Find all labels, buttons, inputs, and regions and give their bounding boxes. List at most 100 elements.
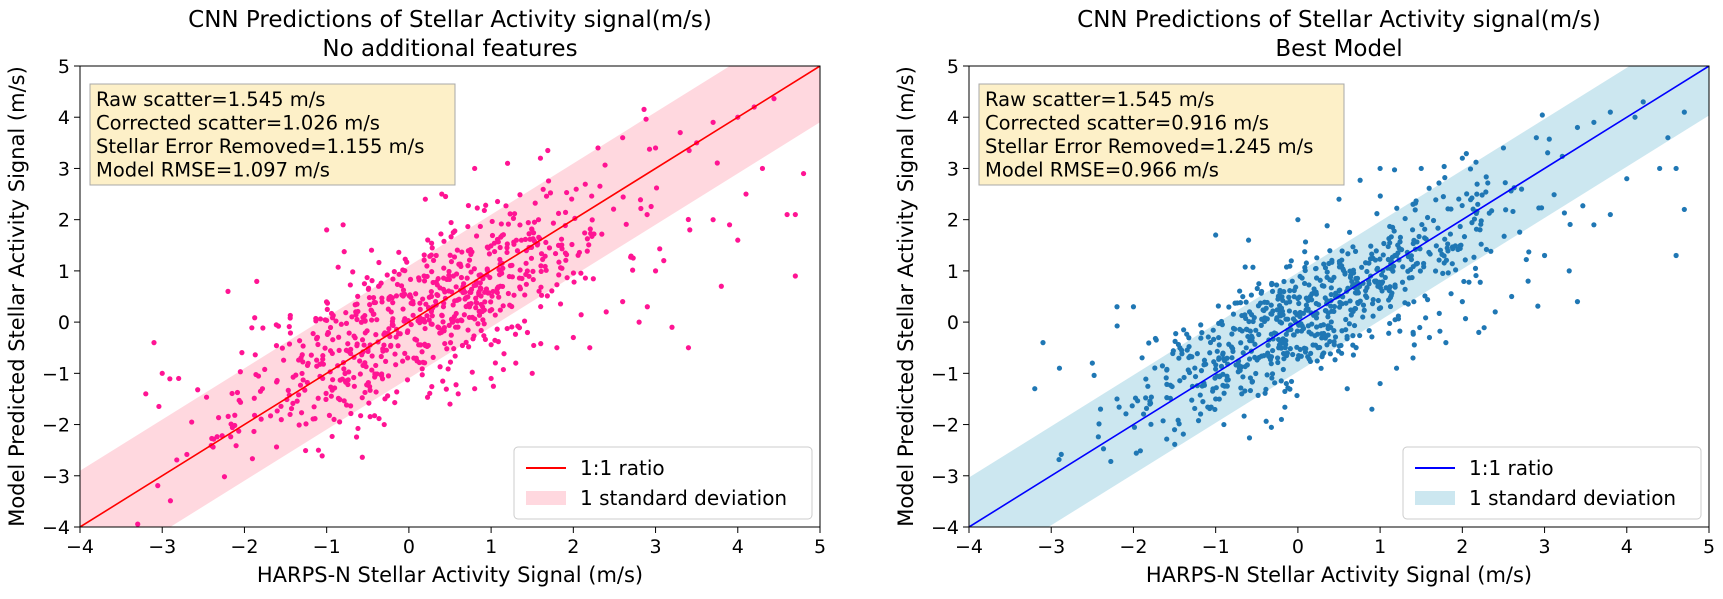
scatter-point xyxy=(407,276,414,283)
scatter-point xyxy=(623,221,629,227)
scatter-point xyxy=(1281,356,1287,362)
scatter-point xyxy=(343,347,349,353)
scatter-point xyxy=(351,333,357,339)
scatter-point xyxy=(513,360,519,366)
scatter-point xyxy=(1503,207,1509,213)
scatter-point xyxy=(229,390,235,397)
scatter-point xyxy=(1143,395,1149,401)
scatter-point xyxy=(1390,268,1396,274)
scatter-point xyxy=(395,331,402,337)
scatter-point xyxy=(439,312,445,318)
stats-line: Corrected scatter=1.026 m/s xyxy=(96,112,380,135)
scatter-point xyxy=(1282,345,1288,351)
scatter-point xyxy=(784,211,790,218)
scatter-point xyxy=(1492,309,1498,315)
scatter-point xyxy=(225,288,231,294)
scatter-point xyxy=(467,247,474,253)
scatter-point xyxy=(1282,404,1288,410)
scatter-point xyxy=(454,247,460,253)
scatter-point xyxy=(1250,264,1256,270)
scatter-point xyxy=(1308,350,1314,356)
scatter-point xyxy=(442,340,448,347)
scatter-point xyxy=(404,329,411,336)
scatter-point xyxy=(1253,370,1259,377)
scatter-point xyxy=(1517,229,1523,235)
scatter-point xyxy=(374,317,380,323)
scatter-point xyxy=(771,96,777,102)
scatter-point xyxy=(549,288,555,294)
scatter-point xyxy=(1473,226,1480,232)
y-tick-label: 1 xyxy=(947,261,959,283)
scatter-point xyxy=(511,292,517,298)
x-tick-label: −1 xyxy=(313,536,341,558)
scatter-point xyxy=(497,244,503,251)
scatter-point xyxy=(477,285,483,291)
scatter-point xyxy=(1422,293,1428,299)
scatter-point xyxy=(1370,313,1376,319)
scatter-point xyxy=(1253,327,1259,333)
scatter-point xyxy=(1287,288,1293,294)
scatter-point xyxy=(1238,364,1244,370)
scatter-point xyxy=(620,135,626,141)
scatter-point xyxy=(1325,314,1331,320)
scatter-point xyxy=(1327,248,1333,254)
scatter-point xyxy=(507,211,513,217)
scatter-point xyxy=(529,370,535,376)
scatter-point xyxy=(1212,375,1218,381)
scatter-point xyxy=(422,319,428,325)
scatter-point xyxy=(509,262,515,268)
scatter-point xyxy=(599,231,605,237)
scatter-point xyxy=(322,345,328,351)
scatter-point xyxy=(1567,221,1573,228)
scatter-point xyxy=(1278,416,1285,423)
scatter-point xyxy=(1462,316,1469,322)
scatter-point xyxy=(429,240,435,246)
scatter-point xyxy=(258,416,264,422)
scatter-point xyxy=(1467,197,1474,203)
scatter-point xyxy=(563,257,569,263)
scatter-point xyxy=(1430,217,1437,224)
scatter-point xyxy=(510,215,517,221)
scatter-point xyxy=(343,310,349,316)
scatter-point xyxy=(504,241,510,247)
scatter-point xyxy=(595,145,601,151)
y-tick-label: 4 xyxy=(947,107,959,129)
scatter-point xyxy=(1370,255,1376,261)
scatter-point xyxy=(1336,264,1343,270)
scatter-point xyxy=(483,202,489,208)
scatter-point xyxy=(1452,267,1459,273)
scatter-point xyxy=(1673,252,1679,259)
scatter-point xyxy=(445,366,451,372)
scatter-point xyxy=(489,232,496,239)
x-tick-label: 1 xyxy=(485,536,497,558)
scatter-point xyxy=(1413,198,1419,204)
scatter-point xyxy=(273,322,279,328)
scatter-point xyxy=(1332,334,1339,340)
scatter-point xyxy=(372,299,379,306)
scatter-point xyxy=(558,236,565,242)
scatter-point xyxy=(330,337,336,343)
scatter-point xyxy=(419,372,425,378)
scatter-point xyxy=(1353,275,1359,282)
legend-label-line: 1:1 ratio xyxy=(1469,456,1554,480)
scatter-point xyxy=(274,408,280,414)
scatter-point xyxy=(522,236,529,242)
scatter-point xyxy=(237,369,243,375)
scatter-point xyxy=(452,353,458,359)
scatter-point xyxy=(364,274,370,281)
scatter-point xyxy=(324,227,330,233)
scatter-point xyxy=(381,421,387,428)
scatter-point xyxy=(1214,348,1220,354)
scatter-point xyxy=(1226,304,1232,310)
scatter-point xyxy=(358,319,365,325)
scatter-point xyxy=(503,203,509,209)
scatter-point xyxy=(448,259,455,265)
scatter-point xyxy=(1374,211,1380,217)
scatter-point xyxy=(1224,377,1230,383)
scatter-point xyxy=(1213,366,1219,372)
scatter-point xyxy=(376,415,382,422)
scatter-point xyxy=(1432,268,1439,274)
scatter-point xyxy=(1295,217,1301,223)
scatter-point xyxy=(420,296,426,302)
scatter-point xyxy=(314,335,320,341)
